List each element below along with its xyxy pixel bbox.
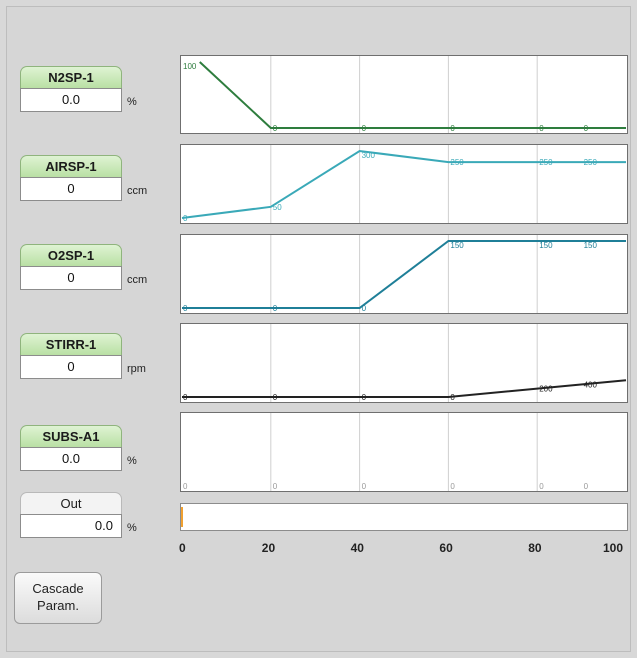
airsp-control: AIRSP-1 0 ccm xyxy=(20,155,147,201)
output-label: Out xyxy=(20,492,122,514)
airsp-point-label: 250 xyxy=(450,158,464,167)
output-level-fill xyxy=(181,507,183,527)
airsp-label: AIRSP-1 xyxy=(20,155,122,177)
subs-point-label: 0 xyxy=(539,482,544,491)
stirr-point-label: 200 xyxy=(539,385,553,394)
subs-profile-chart[interactable]: 0 0 0 0 0 0 xyxy=(180,412,628,492)
o2sp-profile-chart[interactable]: 0 0 0 150 150 150 xyxy=(180,234,628,314)
o2sp-unit: ccm xyxy=(127,274,148,286)
stirr-line xyxy=(182,379,627,398)
o2sp-label: O2SP-1 xyxy=(20,244,122,266)
n2sp-point-label: 0 xyxy=(450,124,455,133)
stirr-label: STIRR-1 xyxy=(20,333,122,355)
stirr-value-field[interactable]: 0 xyxy=(20,355,122,379)
cascade-button-line1: Cascade xyxy=(32,581,84,596)
airsp-point-label: 250 xyxy=(584,158,598,167)
subs-label: SUBS-A1 xyxy=(20,425,122,447)
airsp-point-label: 250 xyxy=(539,158,553,167)
x-tick-label: 100 xyxy=(603,541,624,555)
n2sp-point-label: 100 xyxy=(183,62,197,71)
output-value-field[interactable]: 0.0 xyxy=(20,514,122,538)
subs-unit: % xyxy=(127,455,137,467)
n2sp-point-label: 0 xyxy=(273,124,278,133)
n2sp-label: N2SP-1 xyxy=(20,66,122,88)
x-tick-label: 20 xyxy=(261,541,276,555)
airsp-point-label: 0 xyxy=(183,214,188,223)
stirr-point-label: 400 xyxy=(584,380,598,389)
o2sp-point-label: 0 xyxy=(362,304,367,313)
n2sp-profile-svg: 100 0 0 0 0 0 xyxy=(183,56,626,133)
n2sp-point-label: 0 xyxy=(539,124,544,133)
x-tick-label: 0 xyxy=(179,541,186,555)
o2sp-line xyxy=(182,240,626,309)
o2sp-control: O2SP-1 0 ccm xyxy=(20,244,147,290)
stirr-control: STIRR-1 0 rpm xyxy=(20,333,146,379)
stirr-point-label: 0 xyxy=(362,393,367,402)
cascade-button-line2: Param. xyxy=(37,598,79,613)
n2sp-profile-chart[interactable]: 100 0 0 0 0 0 xyxy=(180,55,628,134)
subs-point-label: 0 xyxy=(183,482,188,491)
n2sp-unit: % xyxy=(127,96,137,108)
n2sp-control: N2SP-1 0.0 % xyxy=(20,66,137,112)
output-unit: % xyxy=(127,522,137,534)
o2sp-profile-svg: 0 0 0 150 150 150 xyxy=(182,235,626,313)
subs-control: SUBS-A1 0.0 % xyxy=(20,425,137,471)
airsp-profile-svg: 0 50 300 250 250 250 xyxy=(181,145,626,223)
airsp-line xyxy=(181,149,626,219)
airsp-unit: ccm xyxy=(127,185,148,197)
output-control: Out 0.0 % xyxy=(20,492,137,538)
o2sp-point-label: 0 xyxy=(273,304,278,313)
airsp-point-label: 300 xyxy=(362,151,376,160)
subs-point-label: 0 xyxy=(584,482,589,491)
subs-profile-svg: 0 0 0 0 0 0 xyxy=(183,413,589,491)
stirr-point-label: 0 xyxy=(450,393,455,402)
airsp-value-field[interactable]: 0 xyxy=(20,177,122,201)
stirr-unit: rpm xyxy=(127,363,146,375)
subs-point-label: 0 xyxy=(362,482,367,491)
cascade-param-button[interactable]: Cascade Param. xyxy=(14,572,102,624)
x-tick-label: 40 xyxy=(350,541,364,555)
n2sp-line xyxy=(199,61,626,129)
subs-point-label: 0 xyxy=(450,482,455,491)
o2sp-point-label: 150 xyxy=(539,241,553,250)
stirr-point-label: 0 xyxy=(273,393,278,402)
output-level-bar xyxy=(180,503,628,531)
stirr-profile-svg: 0 0 0 0 200 400 xyxy=(182,324,627,402)
x-tick-label: 80 xyxy=(528,541,542,555)
o2sp-point-label: 0 xyxy=(183,304,188,313)
subs-value-field[interactable]: 0.0 xyxy=(20,447,122,471)
airsp-point-label: 50 xyxy=(273,203,282,212)
o2sp-point-label: 150 xyxy=(584,241,598,250)
o2sp-value-field[interactable]: 0 xyxy=(20,266,122,290)
n2sp-point-label: 0 xyxy=(584,124,589,133)
airsp-profile-chart[interactable]: 0 50 300 250 250 250 xyxy=(180,144,628,224)
stirr-point-label: 0 xyxy=(183,393,188,402)
n2sp-value-field[interactable]: 0.0 xyxy=(20,88,122,112)
x-tick-label: 60 xyxy=(439,541,453,555)
stirr-profile-chart[interactable]: 0 0 0 0 200 400 xyxy=(180,323,628,403)
n2sp-point-label: 0 xyxy=(362,124,367,133)
o2sp-point-label: 150 xyxy=(450,241,464,250)
subs-point-label: 0 xyxy=(273,482,278,491)
